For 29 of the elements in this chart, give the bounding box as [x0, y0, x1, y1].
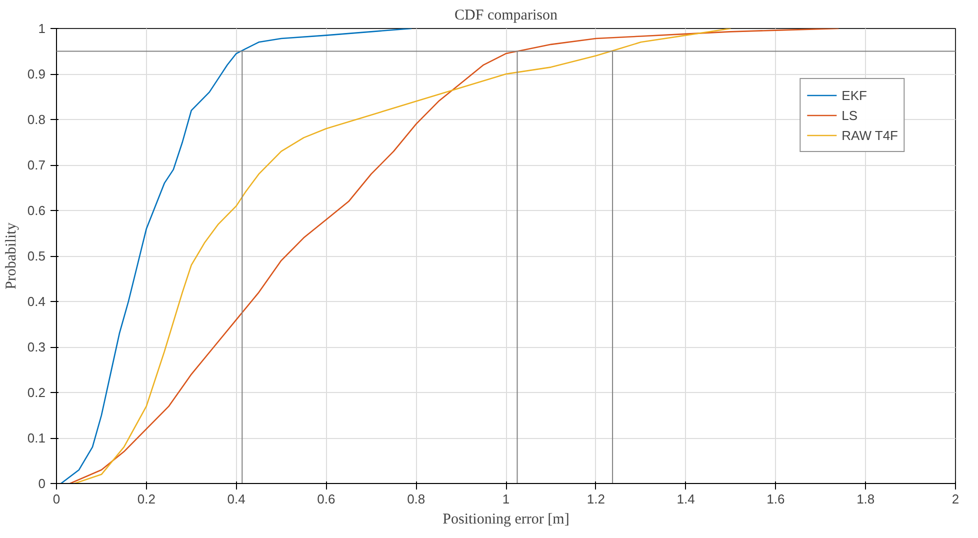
y-tick-label: 0.9: [27, 66, 46, 82]
chart-title: CDF comparison: [454, 8, 558, 24]
y-tick-label: 0.8: [27, 112, 46, 127]
y-tick-label: 0.1: [27, 430, 46, 446]
x-tick-label: 1: [502, 492, 510, 506]
x-tick-label: 1.6: [766, 492, 785, 506]
legend-label: EKF: [842, 88, 867, 102]
x-tick-label: 0: [52, 492, 60, 506]
x-tick-label: 0.6: [317, 492, 336, 506]
y-axis-title: Probability: [3, 222, 20, 290]
line-series: [60, 28, 412, 484]
y-tick-label: 0.6: [27, 203, 46, 218]
x-tick-label: 0.8: [407, 492, 426, 506]
x-axis-title: Positioning error [m]: [442, 512, 570, 528]
x-tick-label: 0.2: [137, 492, 156, 506]
y-tick-label: 0.3: [27, 340, 46, 354]
y-tick-label: 1: [38, 21, 46, 36]
legend-label: LS: [842, 108, 859, 122]
y-tick-label: 0: [38, 476, 46, 491]
y-tick-label: 0.5: [27, 248, 46, 264]
x-tick-label: 1.4: [676, 492, 695, 506]
y-tick-label: 0.7: [27, 158, 46, 172]
y-tick-label: 0.2: [27, 385, 46, 400]
y-tick-label: 0.4: [27, 294, 46, 309]
legend-label: RAW T4F: [842, 128, 898, 142]
x-tick-label: 1.2: [586, 492, 605, 506]
x-tick-label: 2: [952, 492, 960, 506]
x-tick-label: 0.4: [227, 492, 246, 506]
x-tick-label: 1.8: [856, 492, 875, 506]
